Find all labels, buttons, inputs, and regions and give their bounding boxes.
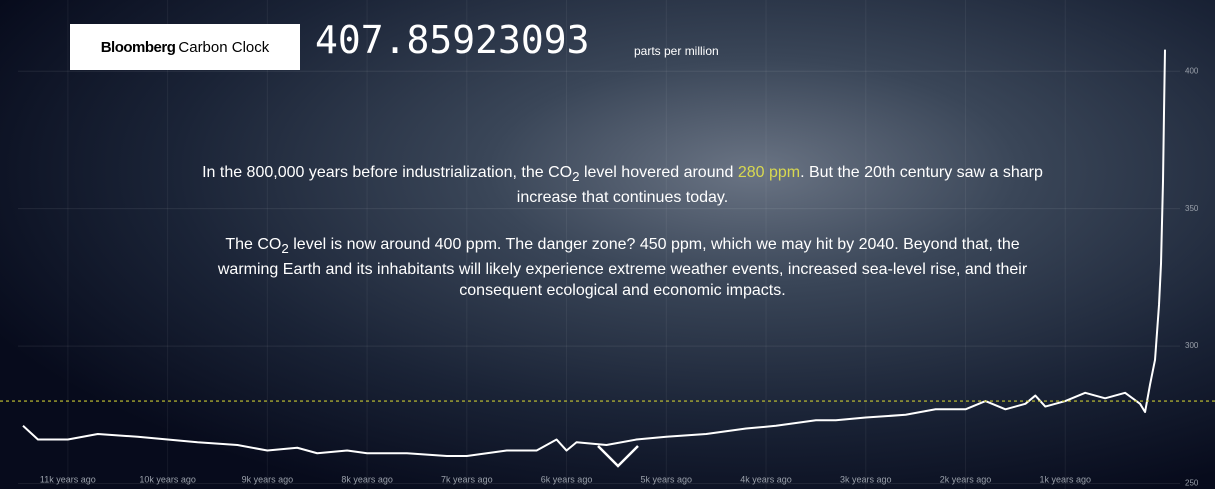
brand: Bloomberg [100,38,176,56]
subscript: 2 [572,169,580,185]
y-tick-label: 300 [1185,341,1199,350]
x-tick-label: 2k years ago [940,474,992,484]
text: . But the 20th century saw a sharp incre… [516,164,1043,207]
y-tick-label: 400 [1185,66,1199,75]
x-tick-label: 3k years ago [840,474,892,484]
logo[interactable]: Bloomberg Carbon Clock [70,24,300,70]
paragraph: In the 800,000 years before industrializ… [195,162,1050,208]
x-tick-label: 7k years ago [441,474,493,484]
x-tick-label: 1k years ago [1039,474,1091,484]
product: Carbon Clock [178,38,270,56]
x-tick-label: 11k years ago [40,474,96,484]
x-tick-label: 8k years ago [341,474,393,484]
x-tick-label: 4k years ago [740,474,792,484]
text: level is now around 400 ppm. The danger … [217,236,1028,300]
x-tick-label: 5k years ago [641,474,693,484]
paragraph: The CO2 level is now around 400 ppm. The… [205,234,1040,301]
text: level hovered around [579,164,738,181]
text: The CO [225,236,282,253]
co2-line [22,49,1166,458]
subscript: 2 [281,241,289,257]
unit: parts per million [634,44,719,58]
y-tick-label: 250 [1185,479,1199,488]
co2-reading: 407.85923093 [315,18,590,62]
highlight: 280 ppm [737,164,801,181]
x-tick-label: 6k years ago [541,474,593,484]
x-tick-label: 9k years ago [242,474,294,484]
scroll-chevron[interactable] [597,445,639,468]
x-tick-label: 10k years ago [139,474,196,484]
text: In the 800,000 years before industrializ… [202,164,573,181]
y-tick-label: 350 [1185,204,1199,213]
